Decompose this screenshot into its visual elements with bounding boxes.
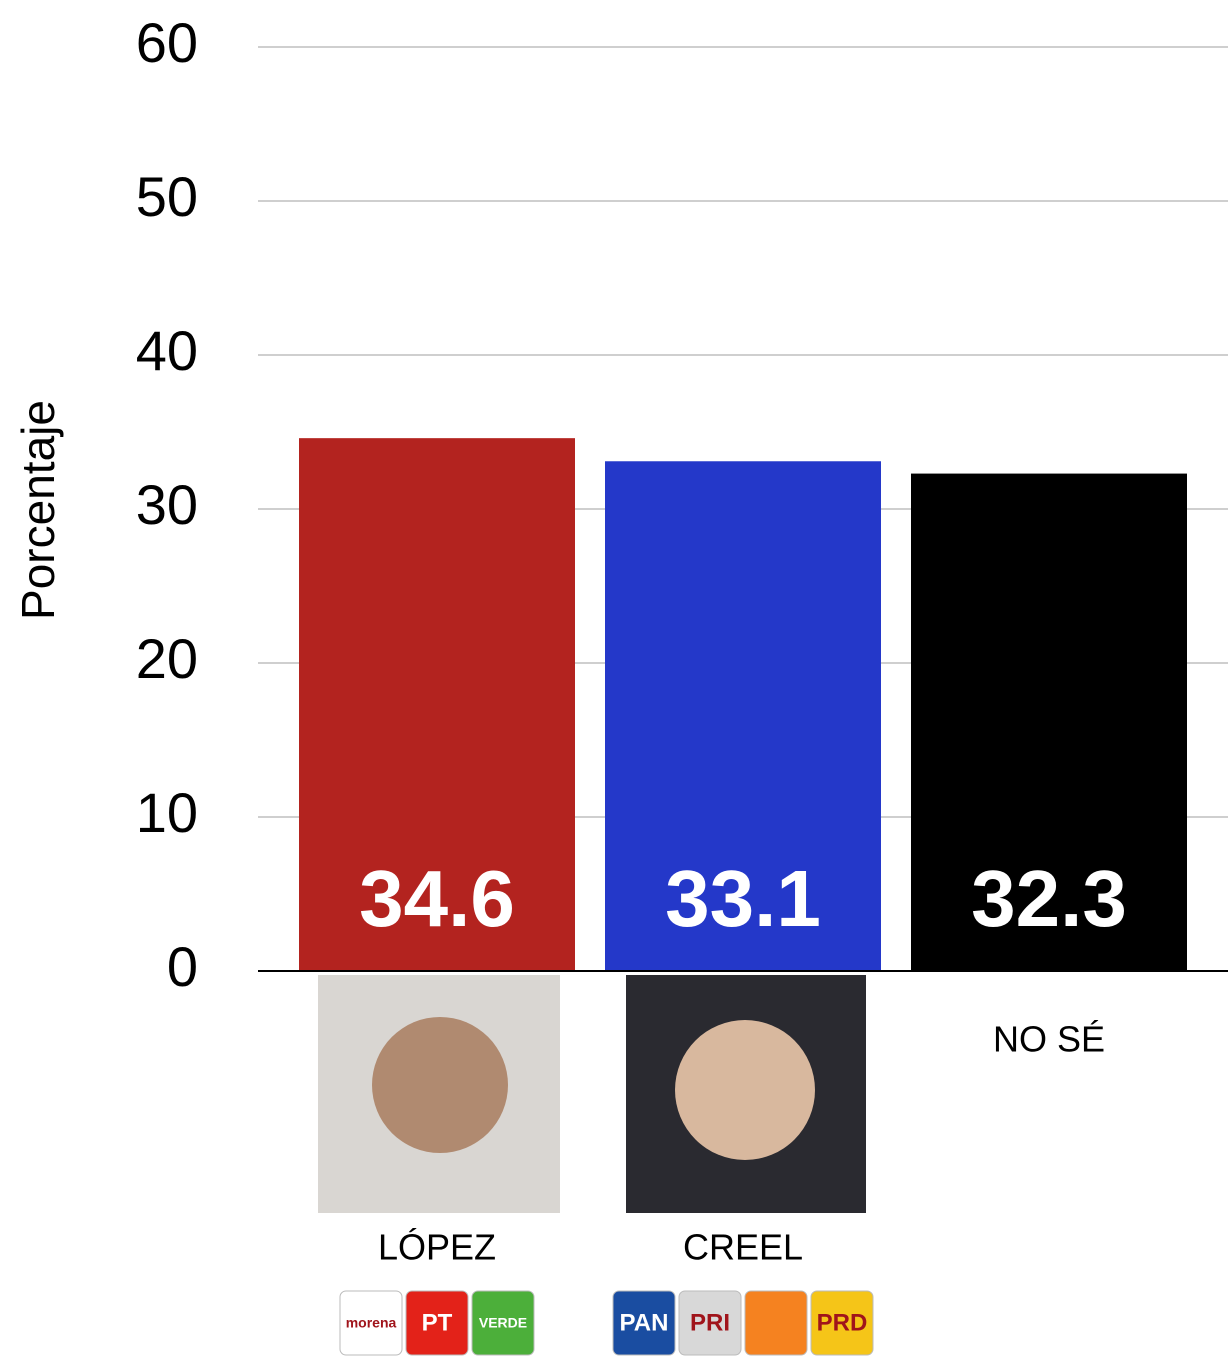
value-label: 34.6 <box>359 854 515 943</box>
y-tick-label: 20 <box>136 627 198 690</box>
y-tick-label: 50 <box>136 165 198 228</box>
y-axis-title: Porcentaje <box>12 400 64 620</box>
y-tick-label: 10 <box>136 781 198 844</box>
y-tick-label: 40 <box>136 319 198 382</box>
y-tick-label: 0 <box>167 935 198 998</box>
x-tick-label: CREEL <box>683 1227 803 1268</box>
party-logo <box>744 1290 808 1356</box>
party-logo <box>810 1290 874 1356</box>
party-logo-label: PAN <box>620 1309 669 1336</box>
value-label: 33.1 <box>665 854 821 943</box>
party-logo-label: PT <box>422 1309 453 1336</box>
party-logo-label: morena <box>346 1315 397 1331</box>
x-tick-label: LÓPEZ <box>378 1227 496 1268</box>
x-tick-label: NO SÉ <box>993 1019 1105 1060</box>
party-logo-label: PRI <box>690 1309 730 1336</box>
bar <box>299 438 575 971</box>
party-logo <box>612 1290 676 1356</box>
party-logo <box>678 1290 742 1356</box>
photo-face <box>675 1020 815 1160</box>
party-logo <box>471 1290 535 1356</box>
bar <box>911 473 1187 971</box>
party-logo-label: VERDE <box>479 1315 527 1331</box>
y-tick-label: 60 <box>136 11 198 74</box>
party-logo <box>405 1290 469 1356</box>
bar <box>605 461 881 971</box>
party-logo-label: PRD <box>817 1309 868 1336</box>
party-logo <box>339 1290 403 1356</box>
y-tick-label: 30 <box>136 473 198 536</box>
photo-face <box>372 1017 508 1153</box>
value-label: 32.3 <box>971 854 1127 943</box>
